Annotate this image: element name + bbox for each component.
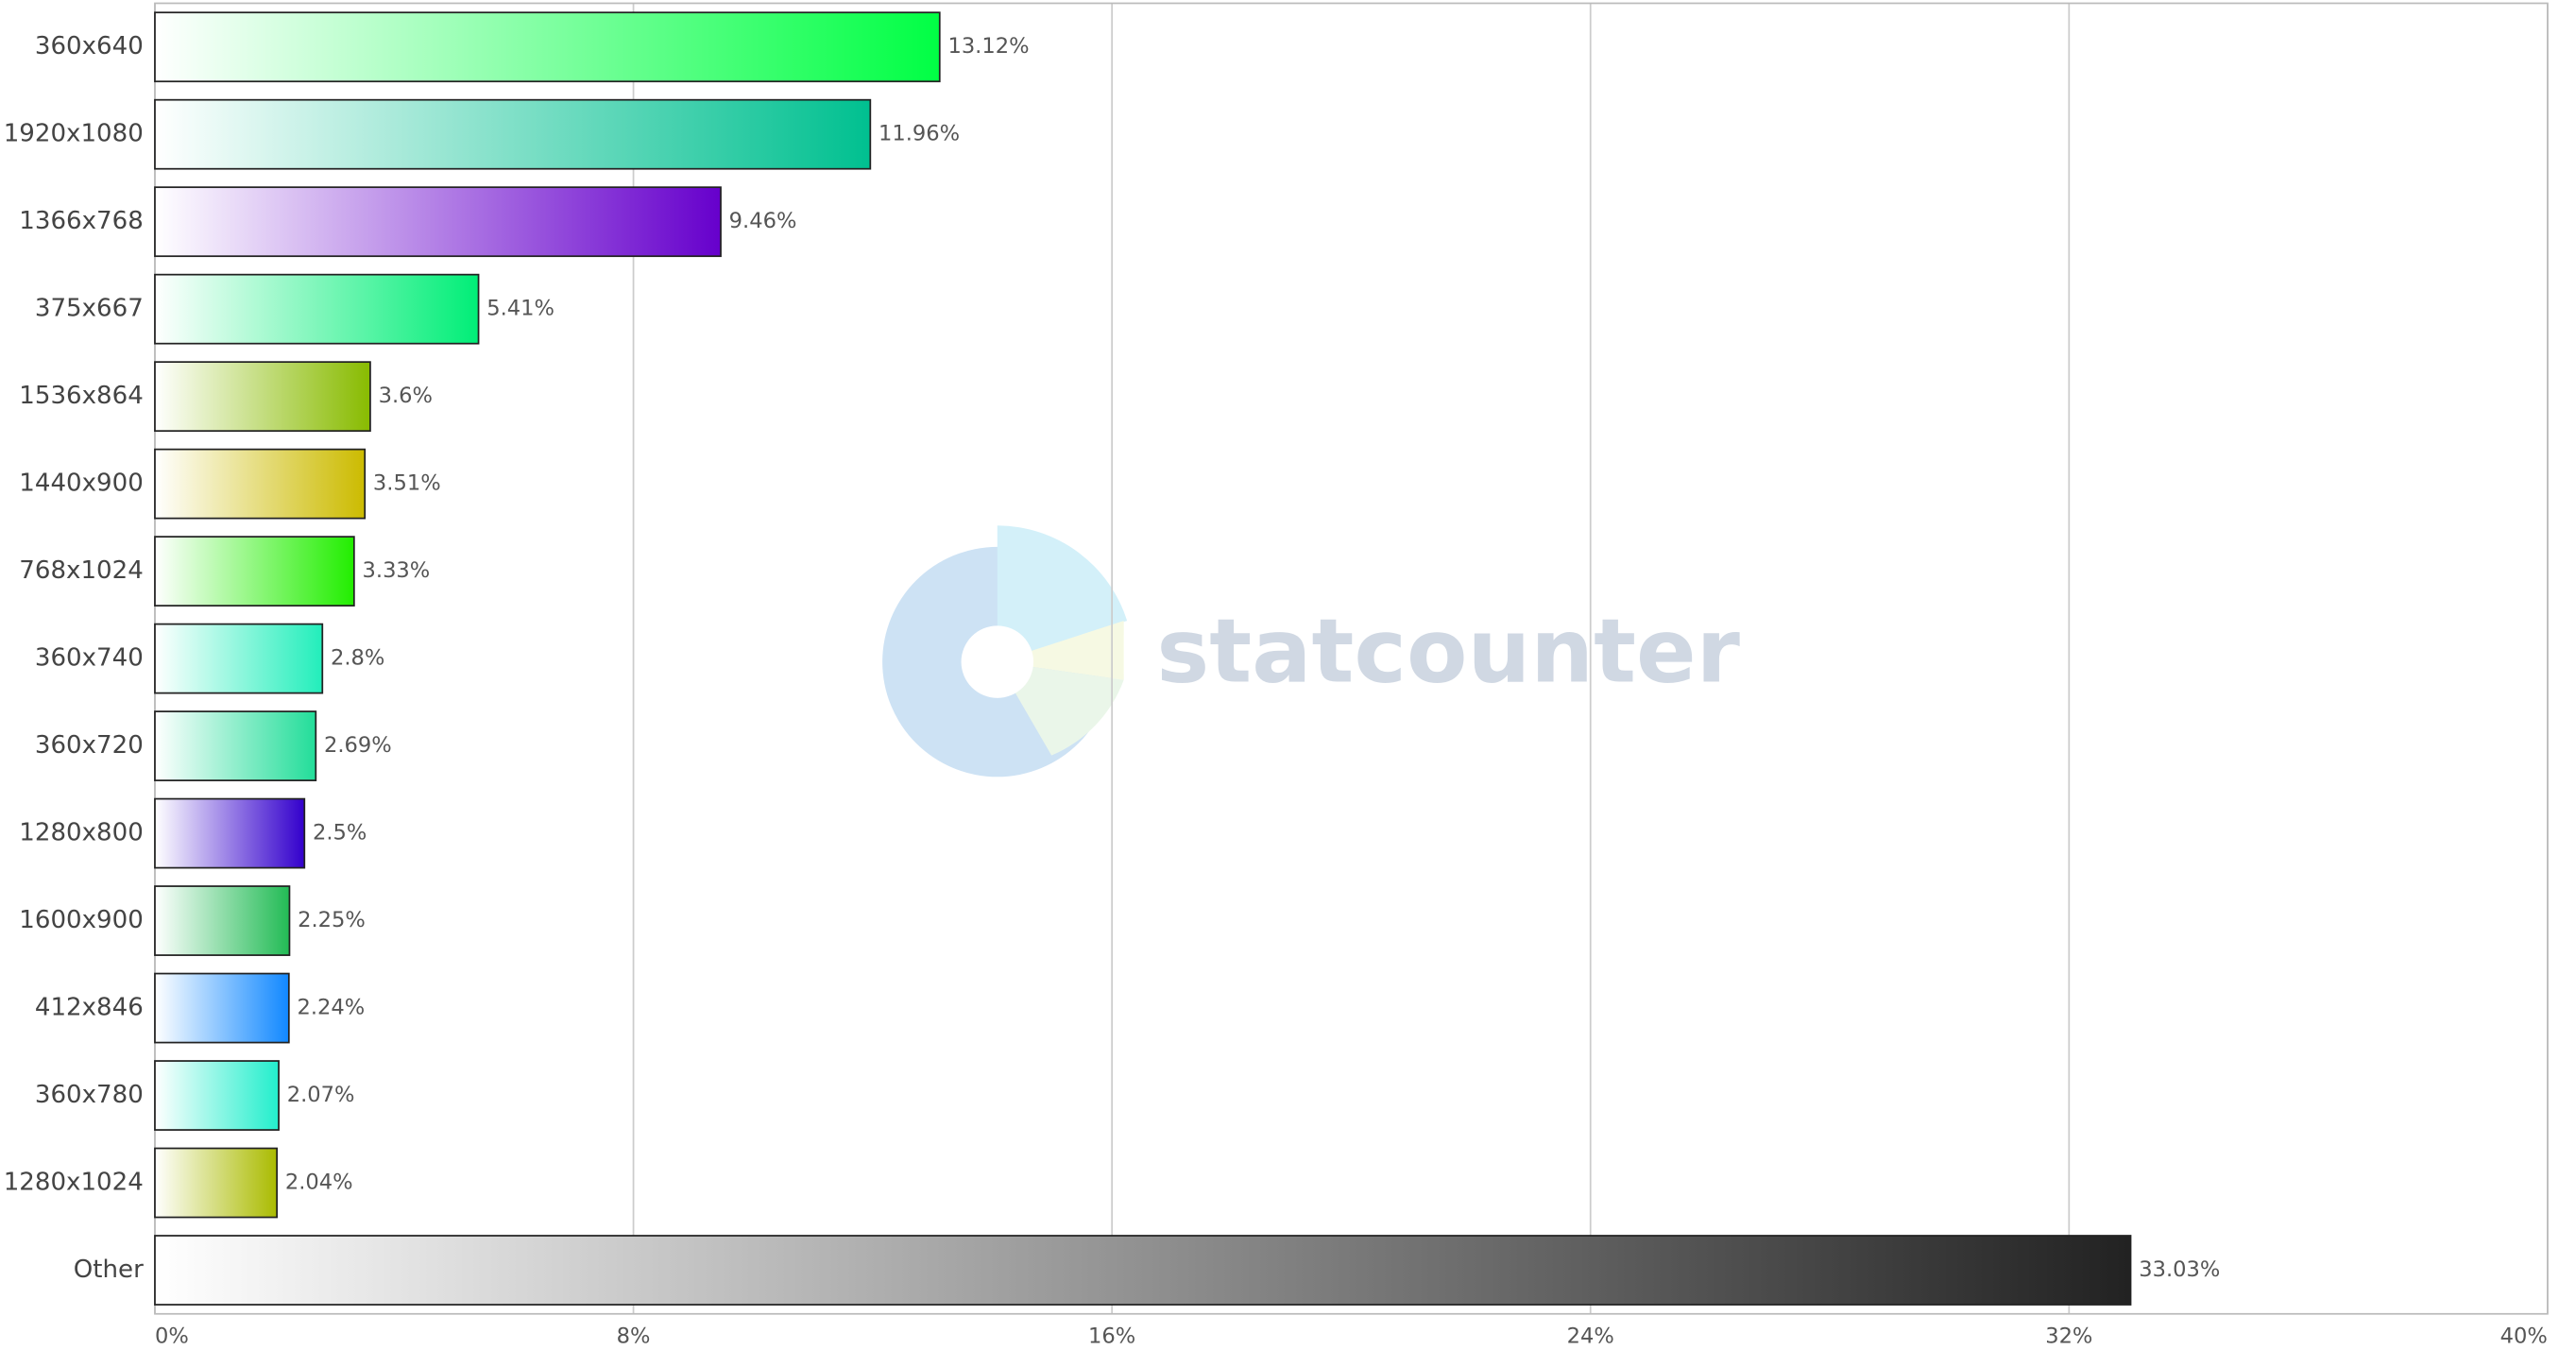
data-label: 5.41% xyxy=(486,297,554,321)
data-label: 3.51% xyxy=(373,471,441,496)
data-label: 3.33% xyxy=(363,558,431,583)
bar xyxy=(154,361,371,433)
data-label: 9.46% xyxy=(729,209,797,233)
bar xyxy=(154,797,306,869)
data-label: 2.07% xyxy=(287,1083,355,1107)
y-tick-label: 360x740 xyxy=(35,644,144,673)
bar xyxy=(154,1060,280,1131)
data-label: 2.25% xyxy=(298,908,366,932)
x-tick-label: 0% xyxy=(155,1324,189,1349)
y-tick-label: 1280x1024 xyxy=(4,1169,144,1197)
logo-slice xyxy=(997,525,1128,662)
y-tick-label: 1600x900 xyxy=(19,906,144,934)
bar xyxy=(154,11,941,83)
bar xyxy=(154,710,317,781)
data-label: 2.5% xyxy=(313,821,367,846)
bar xyxy=(154,273,480,345)
data-label: 13.12% xyxy=(947,34,1029,59)
y-tick-label: 1920x1080 xyxy=(4,120,144,148)
y-tick-label: 1280x800 xyxy=(19,819,144,847)
bar xyxy=(154,1147,279,1219)
bar xyxy=(154,885,291,956)
data-label: 3.6% xyxy=(379,384,433,408)
x-tick-label: 32% xyxy=(2045,1324,2092,1349)
data-label: 2.24% xyxy=(298,996,366,1020)
bar xyxy=(154,186,722,258)
data-label: 2.8% xyxy=(331,646,384,671)
y-tick-label: 360x640 xyxy=(35,32,144,60)
y-tick-label: Other xyxy=(74,1256,144,1284)
y-tick-label: 1440x900 xyxy=(19,470,144,498)
logo-slice xyxy=(997,661,1124,756)
x-tick-label: 24% xyxy=(1567,1324,1614,1349)
data-label: 2.04% xyxy=(285,1171,353,1195)
bar xyxy=(154,98,872,170)
bar xyxy=(154,1235,2132,1306)
logo-hole xyxy=(961,625,1034,698)
bar xyxy=(154,623,324,694)
data-label: 2.69% xyxy=(324,733,392,758)
y-tick-label: 360x720 xyxy=(35,731,144,760)
y-tick-label: 1536x864 xyxy=(19,382,144,410)
data-label: 33.03% xyxy=(2139,1257,2220,1282)
y-tick-label: 768x1024 xyxy=(19,556,144,585)
bar xyxy=(154,536,355,607)
watermark-logo: statcounter xyxy=(882,525,1741,778)
bar xyxy=(154,972,290,1044)
bar xyxy=(154,448,367,520)
x-tick-label: 40% xyxy=(2500,1324,2548,1349)
x-tick-label: 8% xyxy=(617,1324,651,1349)
watermark-text: statcounter xyxy=(1156,600,1740,703)
y-tick-label: 412x846 xyxy=(35,994,144,1022)
data-label: 11.96% xyxy=(879,122,960,146)
y-tick-label: 1366x768 xyxy=(19,207,144,235)
x-tick-label: 16% xyxy=(1088,1324,1135,1349)
y-tick-label: 375x667 xyxy=(35,295,144,323)
y-tick-label: 360x780 xyxy=(35,1081,144,1109)
